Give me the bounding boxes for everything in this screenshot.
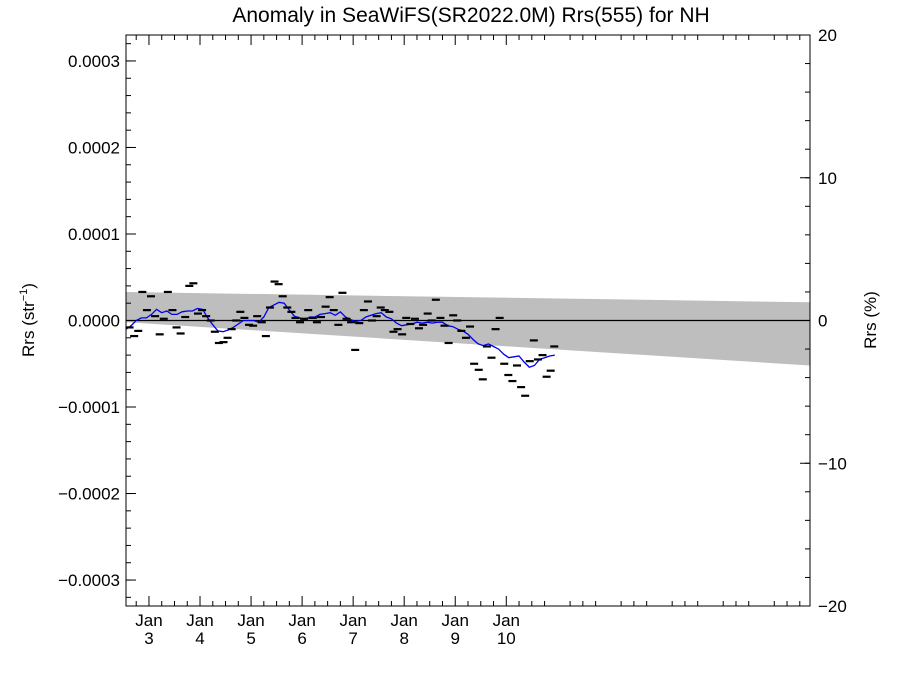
left-tick-label: −0.0002 (58, 485, 120, 504)
x-tick-month-label: Jan (339, 611, 366, 630)
x-tick-year-label: 8 (399, 629, 408, 648)
left-axis-label: Rrs (str−1) (18, 283, 38, 357)
x-tick-month-label: Jan (237, 611, 264, 630)
right-tick-label: 20 (818, 26, 837, 45)
x-tick-year-label: 9 (451, 629, 460, 648)
x-tick-year-label: 4 (195, 629, 204, 648)
left-tick-label: −0.0001 (58, 398, 120, 417)
left-tick-label: −0.0003 (58, 571, 120, 590)
uncertainty-band-layer (126, 292, 810, 366)
x-tick-month-label: Jan (186, 611, 213, 630)
left-tick-label: 0.0002 (68, 138, 120, 157)
left-tick-label: 0.0003 (68, 52, 120, 71)
right-tick-label: 0 (818, 312, 827, 331)
uncertainty-band (126, 292, 810, 366)
x-tick-month-label: Jan (493, 611, 520, 630)
x-tick-month-label: Jan (390, 611, 417, 630)
monthly-markers-layer (125, 280, 559, 397)
x-tick-year-label: 10 (497, 629, 516, 648)
x-tick-year-label: 6 (297, 629, 306, 648)
right-tick-label: 10 (818, 169, 837, 188)
x-tick-year-label: 5 (246, 629, 255, 648)
x-tick-month-label: Jan (135, 611, 162, 630)
right-tick-label: −10 (818, 454, 847, 473)
chart-title: Anomaly in SeaWiFS(SR2022.0M) Rrs(555) f… (232, 4, 709, 27)
x-tick-year-label: 7 (348, 629, 357, 648)
x-tick-month-label: Jan (442, 611, 469, 630)
right-tick-label: −20 (818, 597, 847, 616)
right-axis-label: Rrs (%) (861, 291, 880, 349)
left-tick-label: 0.0000 (68, 312, 120, 331)
left-tick-label: 0.0001 (68, 225, 120, 244)
left-axis: 0.0003 0.0002 0.0001 0.0000 −0.0001 −0.0002 −0… (58, 43, 136, 598)
x-tick-year-label: 3 (144, 629, 153, 648)
x-tick-month-label: Jan (288, 611, 315, 630)
right-axis: 20 10 0 −10 −20 (800, 26, 847, 616)
